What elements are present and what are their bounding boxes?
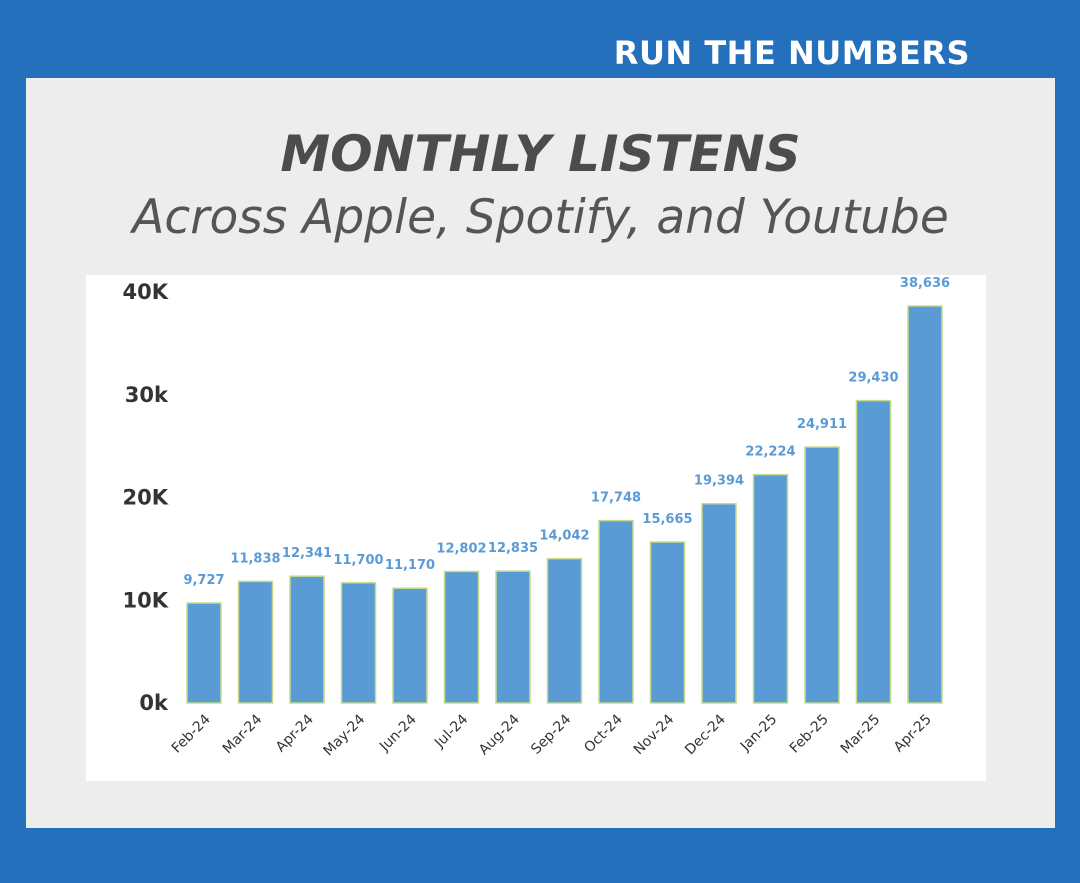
bar-value-label: 22,224 (745, 445, 795, 460)
bar-value-label: 12,802 (436, 541, 486, 556)
x-tick-label: Jan-25 (737, 712, 780, 755)
bar-value-label: 12,835 (488, 541, 538, 556)
bar (289, 575, 325, 704)
bar-chart: 0k 10K 20K 30k 40K 9,727 Feb-24 11,838 Mar-24 12,… (123, 276, 951, 759)
brand-title: RUN THE NUMBERS (613, 34, 970, 72)
bar (855, 399, 892, 704)
bar (443, 570, 480, 704)
x-tick-label: Nov-24 (631, 711, 678, 758)
chart-card: MONTHLY LISTENS Across Apple, Spotify, a… (26, 78, 1055, 828)
bar (804, 446, 840, 704)
y-tick-label: 0k (139, 691, 169, 715)
bar (649, 541, 686, 704)
x-tick-label: Apr-24 (273, 711, 317, 755)
bar (546, 557, 583, 704)
bar-value-label: 11,170 (385, 558, 435, 573)
bar (701, 502, 737, 704)
bar (237, 580, 274, 704)
bar (340, 582, 377, 704)
x-tick-label: Jul-24 (431, 711, 471, 751)
bar-value-label: 12,341 (282, 546, 332, 561)
bar-value-label: 15,665 (642, 512, 692, 527)
bar (186, 602, 222, 704)
plot-panel: 0k 10K 20K 30k 40K 9,727 Feb-24 11,838 Mar-24 12,… (86, 275, 986, 781)
bar (598, 519, 634, 704)
bar-value-label: 11,838 (230, 551, 280, 566)
chart-subtitle: Across Apple, Spotify, and Youtube (132, 190, 949, 245)
x-tick-label: May-24 (321, 711, 369, 759)
bar-value-label: 38,636 (900, 276, 950, 291)
bar-value-label: 14,042 (539, 529, 589, 544)
x-tick-label: Jun-24 (376, 711, 420, 755)
x-tick-label: Mar-24 (220, 711, 266, 757)
bar-value-label: 24,911 (797, 417, 847, 432)
y-tick-label: 20K (123, 486, 169, 510)
bar (907, 305, 943, 704)
y-tick-label: 40K (123, 280, 169, 304)
bar-value-label: 17,748 (591, 491, 641, 506)
bar (392, 587, 428, 704)
x-tick-label: Apr-25 (891, 712, 935, 756)
x-tick-label: Feb-25 (787, 712, 832, 757)
x-tick-label: Sep-24 (528, 711, 574, 757)
y-tick-label: 10K (123, 588, 169, 612)
x-tick-label: Feb-24 (169, 711, 214, 756)
x-tick-label: Mar-25 (838, 712, 884, 758)
x-tick-label: Oct-24 (581, 711, 626, 756)
bar-value-label: 11,700 (333, 553, 383, 568)
chart-title: MONTHLY LISTENS (280, 125, 801, 183)
bar-value-label: 9,727 (183, 573, 224, 588)
bar-value-label: 19,394 (694, 474, 744, 489)
y-tick-label: 30k (125, 383, 169, 407)
x-tick-label: Dec-24 (682, 711, 729, 758)
bar (752, 473, 789, 704)
x-tick-label: Aug-24 (476, 711, 523, 758)
bar (495, 570, 531, 704)
bar-value-label: 29,430 (848, 371, 898, 386)
